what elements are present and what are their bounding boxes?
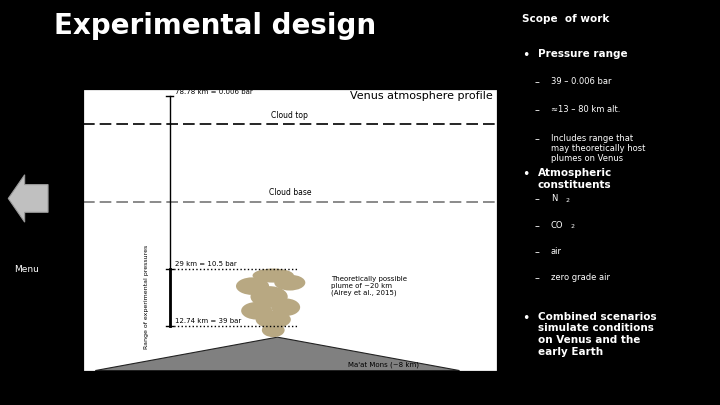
Ellipse shape [241, 302, 272, 320]
Text: Theoretically possible
plume of ~20 km
(Airey et al., 2015): Theoretically possible plume of ~20 km (… [331, 275, 408, 296]
Text: 2: 2 [571, 224, 575, 229]
Text: zero grade air: zero grade air [551, 273, 610, 282]
FancyArrow shape [9, 175, 48, 222]
Ellipse shape [271, 298, 300, 316]
Text: CO: CO [551, 221, 563, 230]
Text: Experimental design: Experimental design [54, 12, 376, 40]
Text: Cloud top: Cloud top [271, 111, 308, 120]
Text: Includes range that
may theoretically host
plumes on Venus: Includes range that may theoretically ho… [551, 134, 645, 164]
Ellipse shape [256, 311, 291, 328]
Text: •: • [522, 49, 529, 62]
Text: –: – [535, 194, 540, 205]
Text: Range of experimental pressures: Range of experimental pressures [145, 245, 150, 349]
Y-axis label: Altitude ± MPR (km): Altitude ± MPR (km) [53, 191, 61, 269]
Text: –: – [535, 134, 540, 144]
Text: ≈13 – 80 km alt.: ≈13 – 80 km alt. [551, 105, 620, 114]
Text: •: • [522, 168, 529, 181]
Text: –: – [535, 273, 540, 283]
Text: –: – [535, 77, 540, 87]
Text: 12.74 km = 39 bar: 12.74 km = 39 bar [175, 318, 241, 324]
Text: air: air [551, 247, 562, 256]
Text: –: – [535, 221, 540, 231]
Text: •: • [522, 312, 529, 325]
Text: 2: 2 [565, 198, 570, 202]
Text: 78.78 km = 0.006 bar: 78.78 km = 0.006 bar [175, 89, 253, 95]
Text: Menu: Menu [14, 265, 40, 274]
Text: –: – [535, 105, 540, 115]
Polygon shape [95, 337, 459, 371]
Ellipse shape [253, 269, 294, 283]
Ellipse shape [236, 277, 269, 295]
Text: Pressure range: Pressure range [538, 49, 627, 59]
Text: Atmospheric
constituents: Atmospheric constituents [538, 168, 612, 190]
Text: –: – [535, 247, 540, 257]
Ellipse shape [251, 286, 288, 307]
Text: Venus atmosphere profile: Venus atmosphere profile [350, 91, 492, 101]
Text: Scope  of work: Scope of work [522, 14, 609, 24]
Ellipse shape [262, 323, 284, 337]
Y-axis label: Pressure (bar): Pressure (bar) [531, 203, 539, 257]
Text: Ma'at Mons (~8 km): Ma'at Mons (~8 km) [348, 361, 419, 368]
Text: Combined scenarios
simulate conditions
on Venus and the
early Earth: Combined scenarios simulate conditions o… [538, 312, 657, 357]
Text: N: N [551, 194, 557, 203]
Ellipse shape [274, 275, 305, 290]
Text: Cloud base: Cloud base [269, 188, 311, 198]
Text: 39 – 0.006 bar: 39 – 0.006 bar [551, 77, 611, 86]
Text: 29 km = 10.5 bar: 29 km = 10.5 bar [175, 261, 236, 267]
